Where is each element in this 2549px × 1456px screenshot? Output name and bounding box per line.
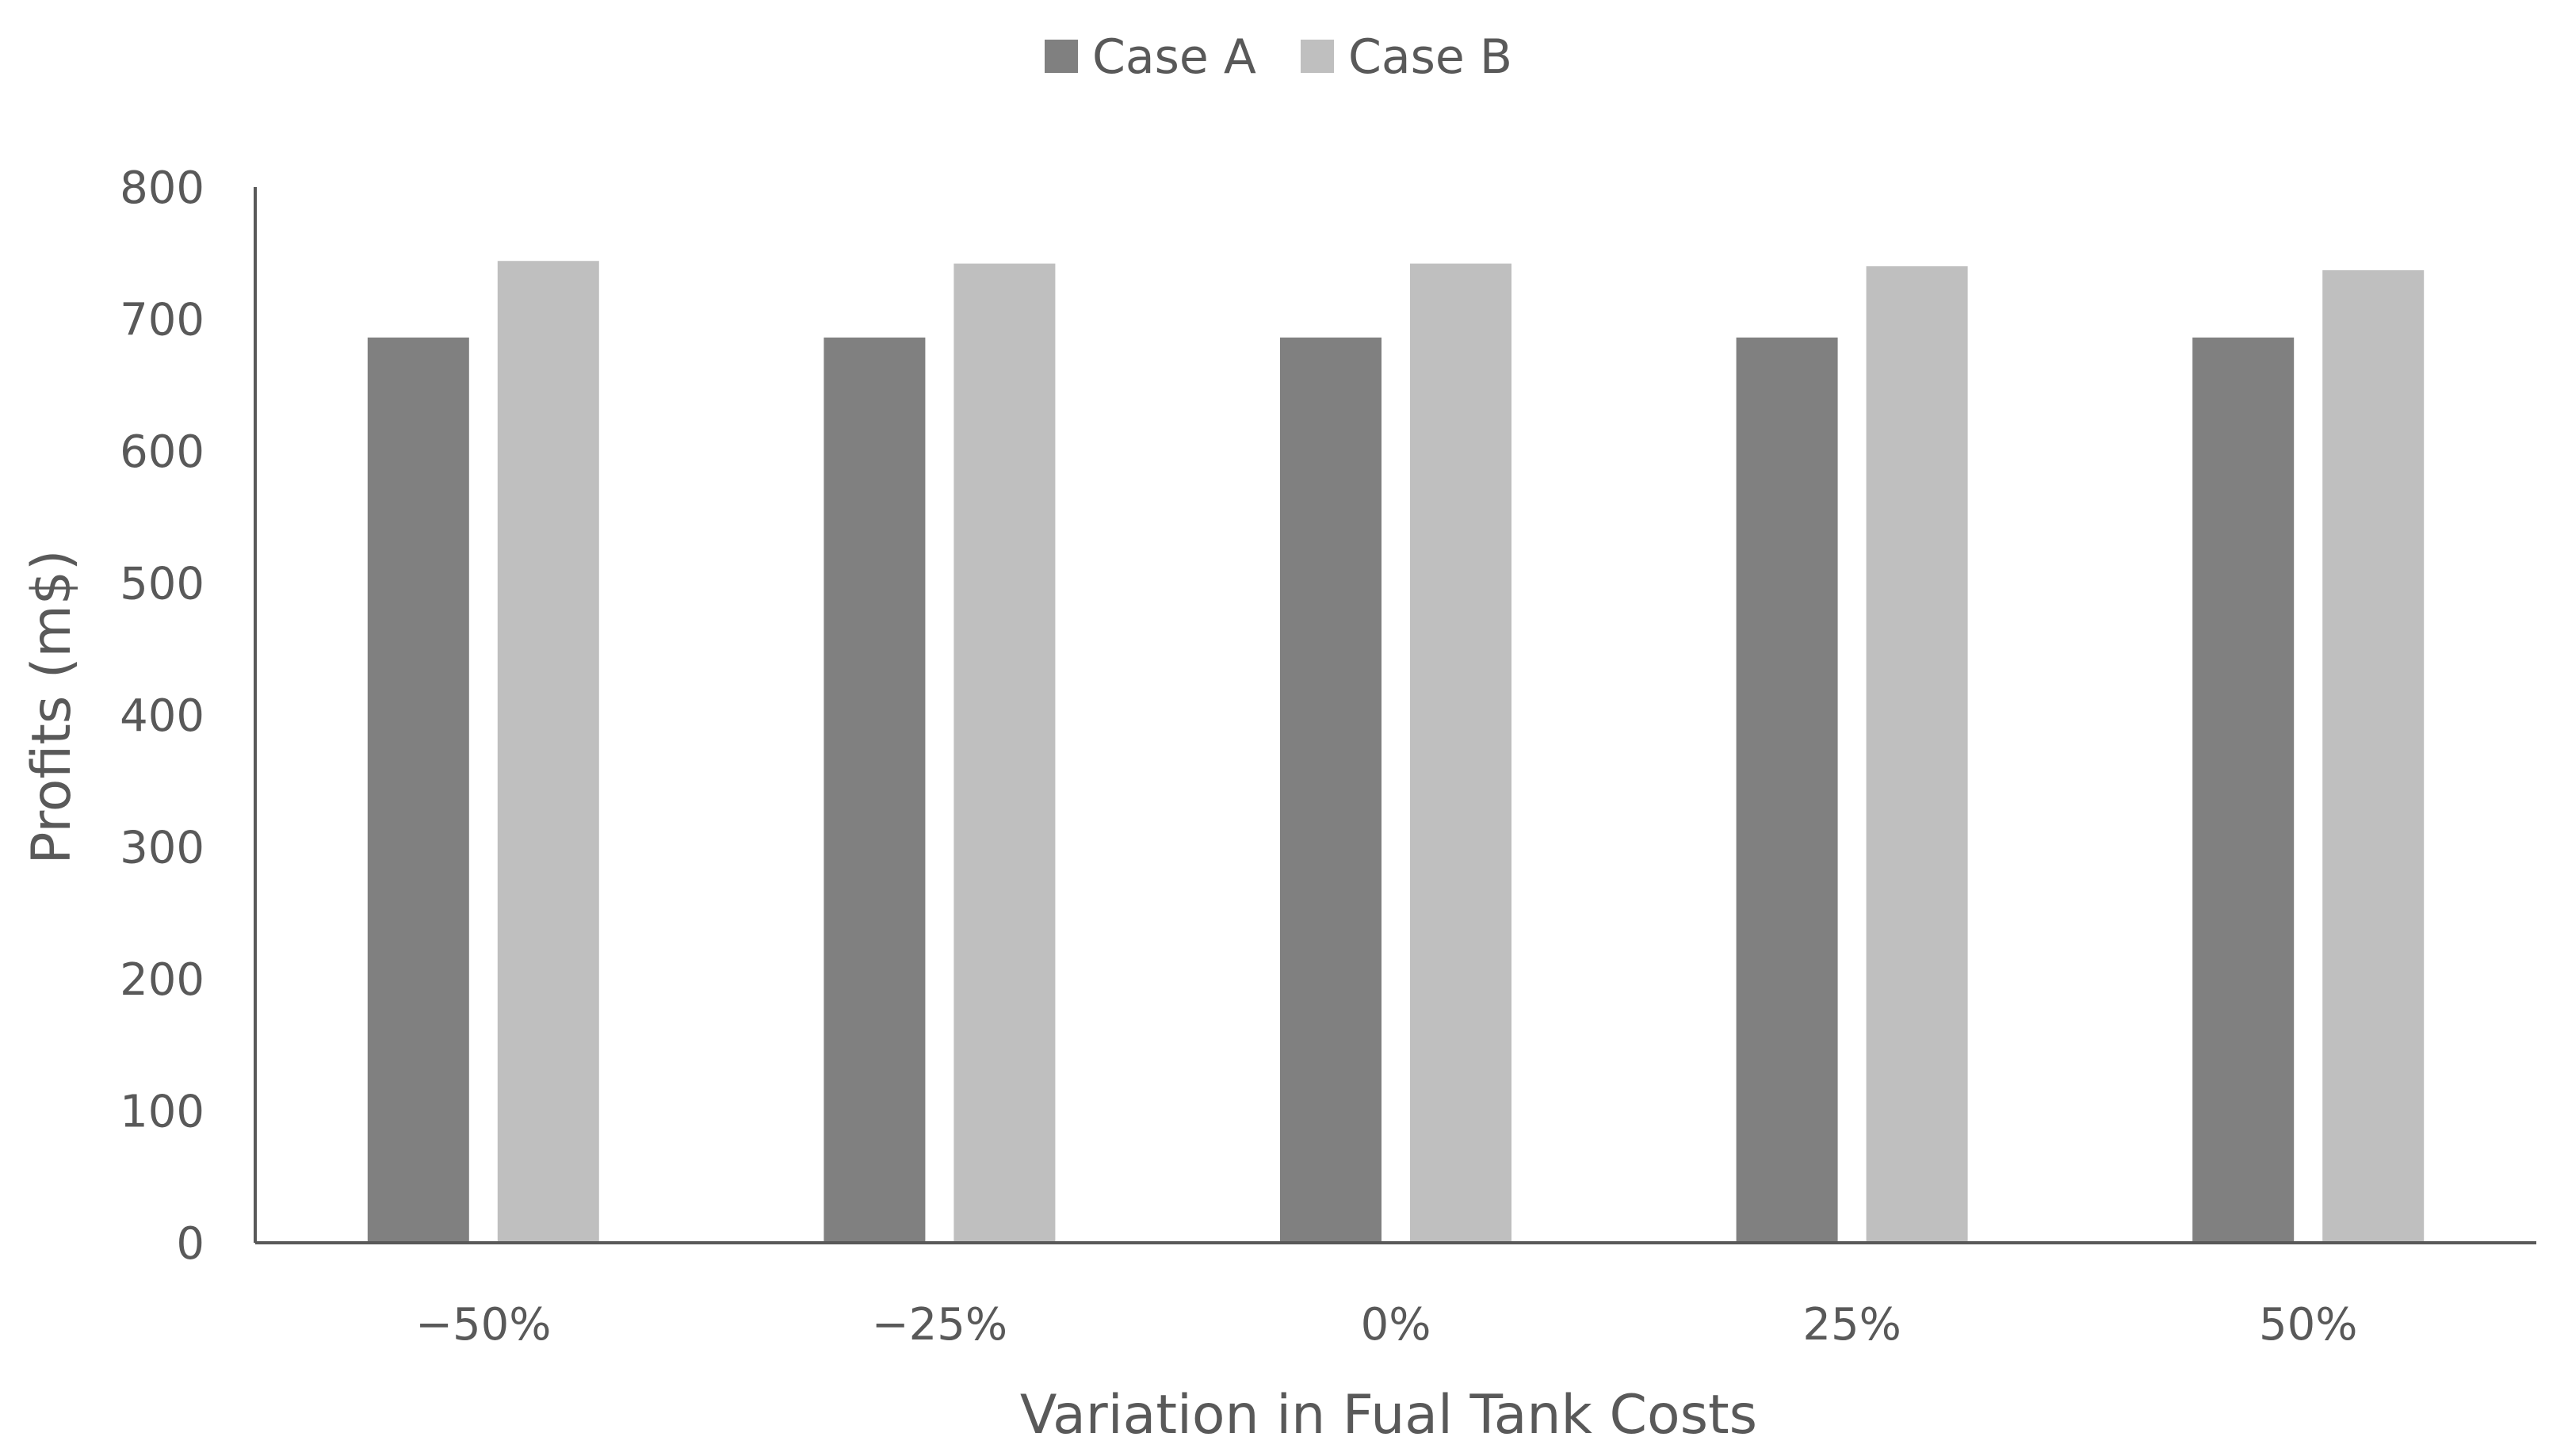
legend: Case A Case B	[1045, 29, 1512, 85]
legend-label-case-b: Case B	[1348, 29, 1512, 85]
y-tick-label: 200	[120, 954, 204, 1006]
legend-swatch-case-b	[1301, 40, 1334, 73]
x-tick-label: −25%	[872, 1299, 1007, 1351]
bar-case-a-2	[1280, 337, 1382, 1243]
y-tick-label: 700	[120, 295, 204, 346]
y-tick-label: 800	[120, 162, 204, 214]
y-tick-label: 100	[120, 1087, 204, 1138]
x-tick-label: 0%	[1361, 1299, 1431, 1351]
x-axis-title: Variation in Fual Tank Costs	[1020, 1384, 1757, 1446]
bar-case-a-3	[1736, 337, 1838, 1243]
y-tick-label: 0	[176, 1218, 204, 1270]
bar-case-b-2	[1410, 263, 1511, 1243]
bars	[367, 261, 2425, 1243]
y-axis-title: Profits (m$)	[21, 550, 83, 865]
y-tick-label: 300	[120, 823, 204, 874]
y-tick-label: 600	[120, 426, 204, 478]
bar-case-a-4	[2192, 337, 2295, 1243]
x-axis-ticks: −50% −25% 0% 25% 50%	[415, 1299, 2357, 1351]
legend-swatch-case-a	[1045, 40, 1078, 73]
y-tick-label: 400	[120, 690, 204, 742]
bar-case-a-0	[367, 337, 469, 1243]
y-tick-label: 500	[120, 559, 204, 610]
bar-case-b-1	[953, 263, 1056, 1243]
bar-case-b-4	[2322, 269, 2425, 1243]
legend-label-case-a: Case A	[1092, 29, 1256, 85]
x-tick-label: −50%	[415, 1299, 551, 1351]
bar-case-b-0	[497, 261, 599, 1243]
bar-case-b-3	[1866, 266, 1968, 1243]
bar-case-a-1	[824, 337, 926, 1243]
y-axis-ticks: 0 100 200 300 400 500 600 700 800	[120, 162, 204, 1270]
x-tick-label: 50%	[2259, 1299, 2357, 1351]
x-tick-label: 25%	[1802, 1299, 1901, 1351]
